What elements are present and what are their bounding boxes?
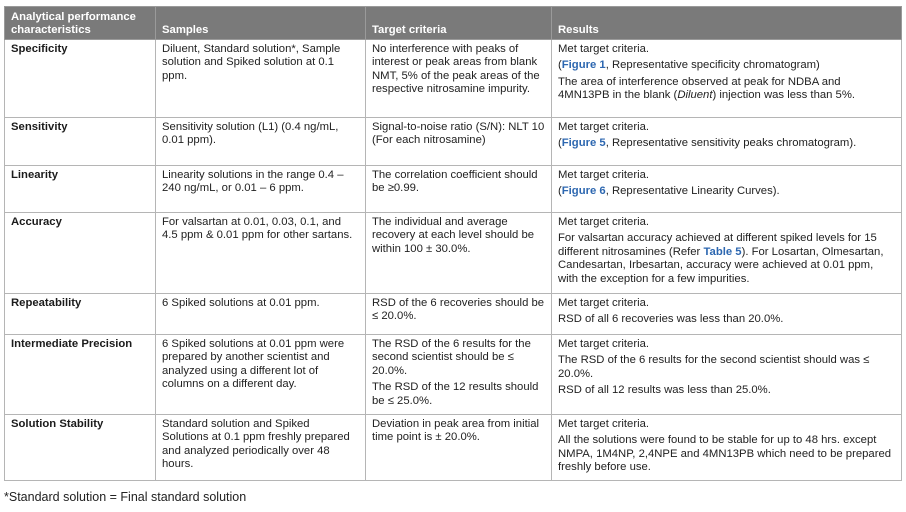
- table-row: Specificity Diluent, Standard solution*,…: [4, 39, 902, 118]
- row-characteristic: Linearity: [4, 165, 156, 213]
- row-criteria: The correlation coefficient should be ≥0…: [365, 165, 552, 213]
- table-link[interactable]: Table 5: [703, 245, 742, 258]
- result-line: (Figure 1, Representative specificity ch…: [558, 59, 895, 72]
- row-results: Met target criteria. (Figure 1, Represen…: [551, 39, 902, 118]
- paren: (: [558, 59, 562, 72]
- row-criteria: The individual and average recovery at e…: [365, 212, 552, 294]
- row-results: Met target criteria. For valsartan accur…: [551, 212, 902, 294]
- row-results: Met target criteria. (Figure 5, Represen…: [551, 117, 902, 166]
- footnote: *Standard solution = Final standard solu…: [4, 490, 247, 504]
- row-criteria: The RSD of the 6 results for the second …: [365, 334, 552, 415]
- result-line: Met target criteria.: [558, 418, 650, 430]
- row-results: Met target criteria. (Figure 6, Represen…: [551, 165, 902, 213]
- header-samples: Samples: [155, 6, 366, 40]
- paren: (: [558, 137, 562, 150]
- row-samples: Standard solution and Spiked Solutions a…: [155, 414, 366, 481]
- result-italic: Diluent: [677, 89, 713, 102]
- result-line: RSD of all 6 recoveries was less than 20…: [558, 313, 784, 326]
- paren: (: [558, 185, 562, 198]
- result-line: (Figure 6, Representative Linearity Curv…: [558, 185, 895, 198]
- header-results: Results: [551, 6, 902, 40]
- result-line: Met target criteria.: [558, 169, 650, 181]
- result-line: Met target criteria.: [558, 297, 650, 309]
- table-row: Sensitivity Sensitivity solution (L1) (0…: [4, 117, 902, 166]
- criteria-line: The RSD of the 12 results should be ≤ 25…: [372, 381, 539, 407]
- table-header-row: Analytical performance characteristics S…: [4, 6, 902, 40]
- row-characteristic: Accuracy: [4, 212, 156, 294]
- table-row: Intermediate Precision 6 Spiked solution…: [4, 334, 902, 415]
- result-text: ) injection was less than 5%.: [712, 89, 856, 102]
- row-samples: For valsartan at 0.01, 0.03, 0.1, and 4.…: [155, 212, 366, 294]
- result-line: RSD of all 12 results was less than 25.0…: [558, 384, 771, 397]
- row-results: Met target criteria. All the solutions w…: [551, 414, 902, 481]
- row-characteristic: Solution Stability: [4, 414, 156, 481]
- figure-link[interactable]: Figure 1: [561, 59, 606, 72]
- result-text: For valsartan accuracy achieved at diffe…: [558, 232, 877, 258]
- row-results: Met target criteria. RSD of all 6 recove…: [551, 293, 902, 335]
- row-samples: 6 Spiked solutions at 0.01 ppm.: [155, 293, 366, 335]
- result-text: , Representative sensitivity peaks chrom…: [605, 137, 857, 150]
- result-line: The RSD of the 6 results for the second …: [558, 354, 870, 380]
- result-text: The area of interference observed at pea…: [558, 75, 841, 102]
- result-line: All the solutions were found to be stabl…: [558, 434, 892, 474]
- table-row: Repeatability 6 Spiked solutions at 0.01…: [4, 293, 902, 335]
- row-characteristic: Repeatability: [4, 293, 156, 335]
- result-line: Met target criteria.: [558, 216, 650, 228]
- header-target-criteria: Target criteria: [365, 6, 552, 40]
- result-text: , Representative Linearity Curves).: [605, 185, 780, 198]
- validation-table-wrapper: Analytical performance characteristics S…: [4, 6, 902, 481]
- row-criteria: No interference with peaks of interest o…: [365, 39, 552, 118]
- result-line: Met target criteria.: [558, 121, 650, 133]
- row-characteristic: Sensitivity: [4, 117, 156, 166]
- row-characteristic: Intermediate Precision: [4, 334, 156, 415]
- table-row: Accuracy For valsartan at 0.01, 0.03, 0.…: [4, 212, 902, 294]
- header-characteristics: Analytical performance characteristics: [4, 6, 156, 40]
- row-samples: 6 Spiked solutions at 0.01 ppm were prep…: [155, 334, 366, 415]
- row-results: Met target criteria. The RSD of the 6 re…: [551, 334, 902, 415]
- figure-link[interactable]: Figure 5: [561, 137, 606, 150]
- result-line: The area of interference observed at pea…: [558, 76, 895, 103]
- criteria-line: The RSD of the 6 results for the second …: [372, 338, 531, 377]
- result-line: Met target criteria.: [558, 338, 650, 350]
- table-row: Solution Stability Standard solution and…: [4, 414, 902, 481]
- result-line: For valsartan accuracy achieved at diffe…: [558, 232, 895, 286]
- row-samples: Sensitivity solution (L1) (0.4 ng/mL, 0.…: [155, 117, 366, 166]
- row-criteria: Deviation in peak area from initial time…: [365, 414, 552, 481]
- row-criteria: RSD of the 6 recoveries should be ≤ 20.0…: [365, 293, 552, 335]
- result-line: (Figure 5, Representative sensitivity pe…: [558, 137, 895, 150]
- figure-link[interactable]: Figure 6: [561, 185, 606, 198]
- result-text: , Representative specificity chromatogra…: [605, 59, 820, 72]
- row-characteristic: Specificity: [4, 39, 156, 118]
- validation-results-table: Analytical performance characteristics S…: [4, 6, 902, 481]
- row-criteria: Signal-to-noise ratio (S/N): NLT 10 (For…: [365, 117, 552, 166]
- result-text: ). For Losartan, Olmesartan, Candesartan…: [558, 245, 884, 285]
- table-row: Linearity Linearity solutions in the ran…: [4, 165, 902, 213]
- result-line: Met target criteria.: [558, 43, 650, 55]
- row-samples: Diluent, Standard solution*, Sample solu…: [155, 39, 366, 118]
- row-samples: Linearity solutions in the range 0.4 – 2…: [155, 165, 366, 213]
